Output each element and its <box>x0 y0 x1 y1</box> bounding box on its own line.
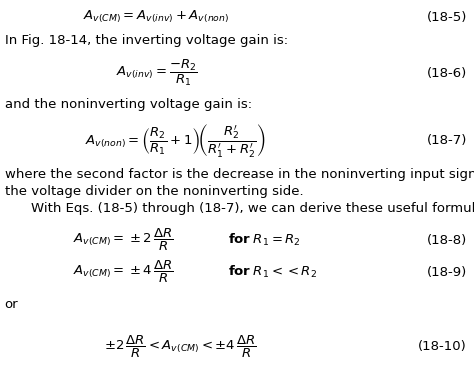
Text: $A_{v(non)} = \left(\dfrac{R_2}{R_1} + 1\right)\!\left(\dfrac{R_2'}{R_1' + R_2'}: $A_{v(non)} = \left(\dfrac{R_2}{R_1} + 1… <box>85 122 265 160</box>
Text: or: or <box>5 298 18 311</box>
Text: $\mathbf{for}\; R_1 = R_2$: $\mathbf{for}\; R_1 = R_2$ <box>228 232 301 248</box>
Text: With Eqs. (18-5) through (18-7), we can derive these useful formulas:: With Eqs. (18-5) through (18-7), we can … <box>31 202 474 215</box>
Text: $A_{v(inv)} = \dfrac{-R_2}{R_1}$: $A_{v(inv)} = \dfrac{-R_2}{R_1}$ <box>116 58 197 88</box>
Text: (18-8): (18-8) <box>427 234 467 247</box>
Text: (18-5): (18-5) <box>427 11 467 24</box>
Text: and the noninverting voltage gain is:: and the noninverting voltage gain is: <box>5 98 252 111</box>
Text: $\pm 2\,\dfrac{\Delta R}{R} < A_{v(CM)} < \pm 4\,\dfrac{\Delta R}{R}$: $\pm 2\,\dfrac{\Delta R}{R} < A_{v(CM)} … <box>104 334 256 360</box>
Text: $\mathbf{for}\; R_1 << R_2$: $\mathbf{for}\; R_1 << R_2$ <box>228 264 317 280</box>
Text: the voltage divider on the noninverting side.: the voltage divider on the noninverting … <box>5 185 303 198</box>
Text: $A_{v(CM)} = A_{v(inv)} + A_{v(non)}$: $A_{v(CM)} = A_{v(inv)} + A_{v(non)}$ <box>83 9 229 26</box>
Text: where the second factor is the decrease in the noninverting input signal caused : where the second factor is the decrease … <box>5 168 474 181</box>
Text: In Fig. 18-14, the inverting voltage gain is:: In Fig. 18-14, the inverting voltage gai… <box>5 34 288 46</box>
Text: (18-10): (18-10) <box>418 340 467 353</box>
Text: (18-7): (18-7) <box>427 134 467 147</box>
Text: $A_{v(CM)} = \pm 2\,\dfrac{\Delta R}{R}$: $A_{v(CM)} = \pm 2\,\dfrac{\Delta R}{R}$ <box>73 227 173 253</box>
Text: (18-9): (18-9) <box>427 266 467 279</box>
Text: $A_{v(CM)} = \pm 4\,\dfrac{\Delta R}{R}$: $A_{v(CM)} = \pm 4\,\dfrac{\Delta R}{R}$ <box>73 259 173 285</box>
Text: (18-6): (18-6) <box>427 67 467 80</box>
